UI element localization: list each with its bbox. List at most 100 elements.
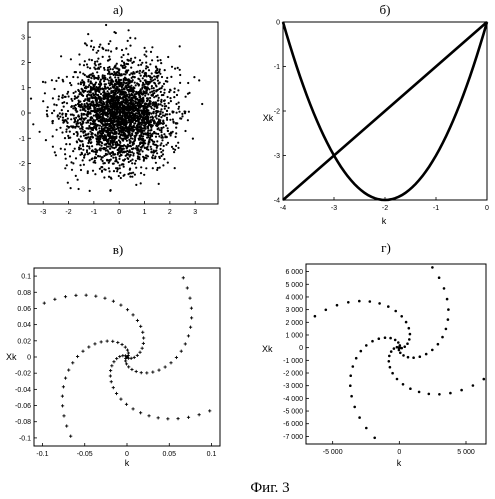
panel-a-point (145, 50, 147, 52)
panel-a-point (173, 151, 175, 153)
panel-a-xtick-label: -3 (40, 209, 46, 216)
panel-a-point (143, 109, 145, 111)
panel-a-point (58, 118, 60, 120)
panel-a-point (56, 104, 58, 106)
panel-a-point (142, 150, 144, 152)
panel-a-point (120, 154, 122, 156)
panel-a-point (172, 118, 174, 120)
panel-g-point (445, 328, 448, 331)
panel-a-point (126, 89, 128, 91)
panel-a-point (105, 108, 107, 110)
panel-a-point (124, 123, 126, 125)
panel-a-point (138, 138, 140, 140)
panel-a-point (127, 40, 129, 42)
panel-a-point (92, 49, 94, 51)
panel-a-point (140, 130, 142, 132)
panel-a-point (94, 173, 96, 175)
panel-a-point (144, 102, 146, 104)
panel-a-point (128, 119, 130, 121)
panel-a-point (131, 162, 133, 164)
panel-a-point (158, 135, 160, 137)
panel-a-point (123, 144, 125, 146)
panel-a-point (89, 94, 91, 96)
panel-g-xtick-label: 0 (397, 449, 401, 456)
panel-a-point (88, 146, 90, 148)
panel-a-point (152, 154, 154, 156)
panel-g-point (406, 342, 409, 345)
panel-a-point (87, 33, 89, 35)
panel-a-point (81, 140, 83, 142)
panel-a-point (150, 151, 152, 153)
panel-a-point (116, 170, 118, 172)
panel-a-point (118, 158, 120, 160)
panel-a-point (140, 133, 142, 135)
panel-a-point (169, 113, 171, 115)
panel-a-point (95, 92, 97, 94)
panel-a-point (140, 114, 142, 116)
panel-a-point (79, 101, 81, 103)
panel-a-point (30, 98, 32, 100)
panel-a-point (51, 79, 53, 81)
panel-a-point (59, 127, 61, 129)
panel-v-point (187, 416, 190, 419)
panel-a-point (165, 125, 167, 127)
panel-a-point (116, 143, 118, 145)
panel-a-point (134, 76, 136, 78)
panel-a-point (98, 64, 100, 66)
panel-g-point (325, 309, 328, 312)
panel-a-point (156, 140, 158, 142)
panel-v-point (112, 300, 115, 303)
panel-a-point (104, 85, 106, 87)
panel-a-point (113, 101, 115, 103)
panel-a-point (117, 107, 119, 109)
panel-a-point (98, 120, 100, 122)
panel-v-point (100, 340, 103, 343)
panel-a-point (52, 135, 54, 137)
panel-v-point (61, 404, 64, 407)
panel-a-point (96, 71, 98, 73)
panel-a-point (108, 59, 110, 61)
panel-a-point (66, 76, 68, 78)
panel-g-point (428, 393, 431, 396)
panel-a-point (118, 175, 120, 177)
panel-a-point (155, 133, 157, 135)
panel-a-point (115, 158, 117, 160)
panel-a-point (119, 172, 121, 174)
panel-a-point (160, 155, 162, 157)
panel-a-point (124, 78, 126, 80)
panel-a-ytick-label: 0 (21, 111, 25, 118)
panel-a-point (164, 69, 166, 71)
panel-a-point (109, 84, 111, 86)
panel-a-point (128, 78, 130, 80)
panel-a-point (164, 108, 166, 110)
panel-g-point (399, 352, 402, 355)
panel-a-point (117, 77, 119, 79)
panel-g-point (408, 327, 411, 330)
panel-a-point (87, 99, 89, 101)
panel-a-point (169, 97, 171, 99)
panel-a-point (135, 84, 137, 86)
panel-a-point (149, 91, 151, 93)
panel-g-point (360, 350, 363, 353)
panel-a-point (81, 152, 83, 154)
panel-g-ytick-label: -5 000 (283, 409, 303, 416)
panel-a-point (123, 137, 125, 139)
panel-v-point (184, 342, 187, 345)
panel-a-point (160, 103, 162, 105)
panel-a-point (161, 127, 163, 129)
panel-g-x-ticks: -5 00005 000 (323, 441, 475, 456)
panel-a-point (113, 116, 115, 118)
panel-a-point (84, 131, 86, 133)
panel-a-point (149, 75, 151, 77)
panel-a-point (70, 84, 72, 86)
panel-v-point (175, 356, 178, 359)
panel-a-point (154, 78, 156, 80)
panel-a-point (187, 119, 189, 121)
panel-a-point (144, 74, 146, 76)
panel-a-point (32, 123, 34, 125)
panel-v-point (166, 417, 169, 420)
panel-a-point (103, 130, 105, 132)
panel-a-point (99, 80, 101, 82)
panel-a-point (99, 168, 101, 170)
panel-a-point (144, 95, 146, 97)
